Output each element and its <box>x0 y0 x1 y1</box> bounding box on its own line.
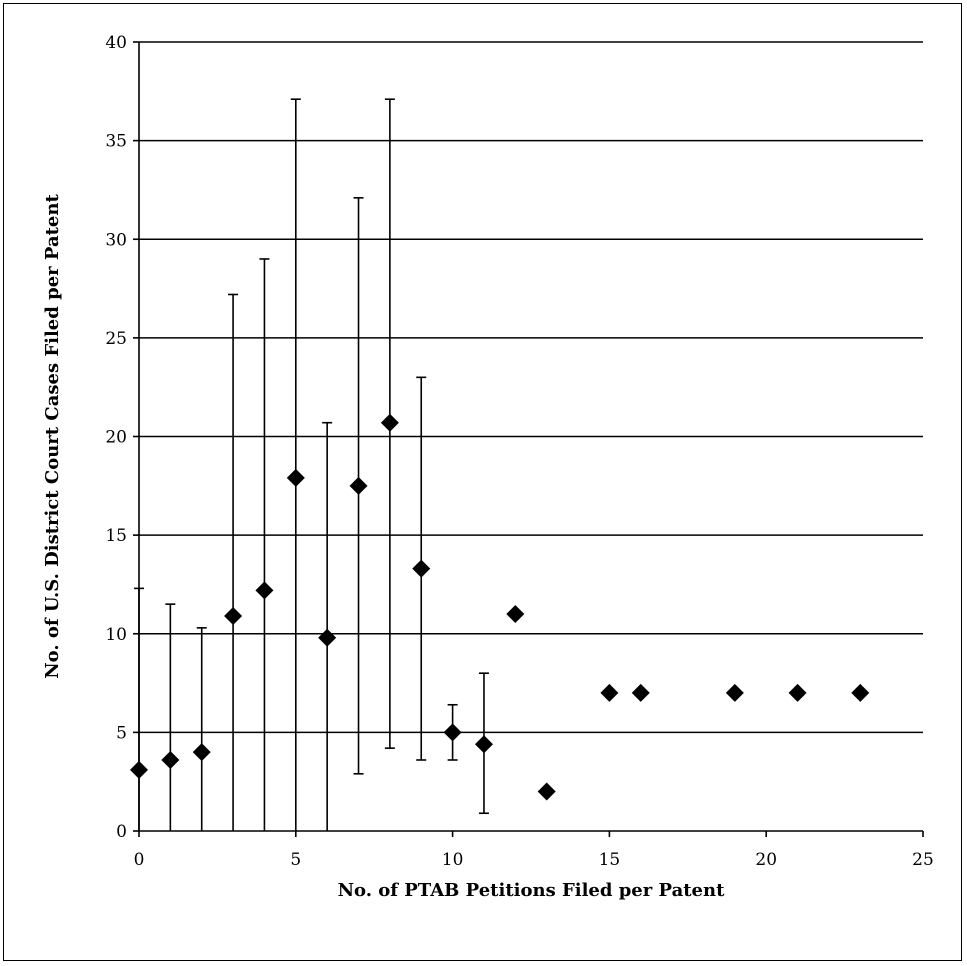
x-tick-label: 20 <box>755 850 777 870</box>
data-point <box>600 683 619 702</box>
data-point <box>318 628 337 647</box>
x-tick-label: 5 <box>290 850 301 870</box>
data-point <box>506 605 525 624</box>
y-tick-label: 15 <box>105 526 127 546</box>
tick-labels: 0 5 10 15 20 25 30 35 40 0 5 10 15 20 25 <box>105 33 933 870</box>
y-tick-label: 35 <box>105 132 127 152</box>
y-tick-label: 10 <box>105 625 127 645</box>
y-tick-label: 40 <box>105 33 127 53</box>
y-tick-label: 20 <box>105 428 127 448</box>
data-point <box>286 468 305 487</box>
data-point <box>631 683 650 702</box>
data-point <box>537 782 556 801</box>
data-point <box>224 606 243 625</box>
data-point <box>412 559 431 578</box>
data-point <box>130 760 148 779</box>
x-tick-label: 10 <box>442 850 464 870</box>
data-point <box>161 750 180 769</box>
data-point <box>788 683 807 702</box>
gridlines <box>139 41 923 734</box>
axes <box>133 41 924 837</box>
x-tick-label: 0 <box>134 850 145 870</box>
y-tick-label: 5 <box>116 723 127 743</box>
x-tick-label: 15 <box>599 850 621 870</box>
x-axis-title: No. of PTAB Petitions Filed per Patent <box>338 880 726 901</box>
data-point <box>349 476 368 495</box>
data-point <box>443 723 462 742</box>
y-axis-title: No. of U.S. District Court Cases Filed p… <box>42 194 63 679</box>
data-point <box>192 743 211 762</box>
x-tick-label: 25 <box>912 850 934 870</box>
data-point <box>255 581 274 600</box>
data-point <box>380 413 399 432</box>
error-bars <box>134 98 489 831</box>
y-tick-label: 25 <box>105 329 127 349</box>
data-point <box>474 735 493 754</box>
chart-frame <box>3 3 962 961</box>
data-points <box>130 413 870 801</box>
y-tick-label: 30 <box>105 230 127 250</box>
y-tick-label: 0 <box>116 822 127 842</box>
data-point <box>851 683 870 702</box>
data-point <box>725 683 744 702</box>
